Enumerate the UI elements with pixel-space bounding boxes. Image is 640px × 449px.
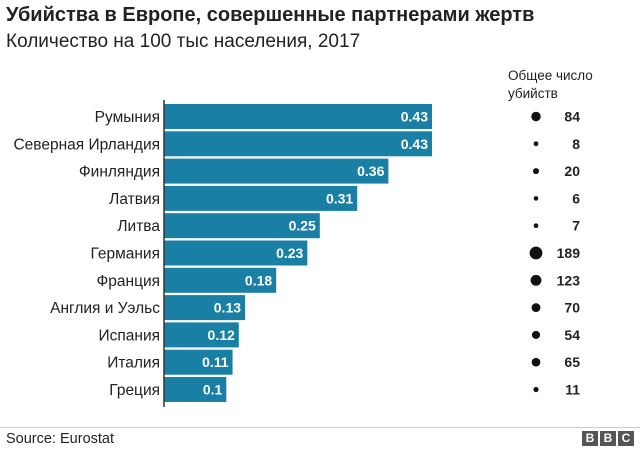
bar-value-label: 0.25 [289, 218, 316, 234]
bbc-logo: B B C [582, 431, 634, 446]
bar-value-label: 0.12 [208, 327, 235, 343]
bar [164, 240, 308, 266]
bar [164, 131, 432, 157]
category-label: Франция [96, 273, 160, 290]
bar [164, 349, 233, 375]
bar [164, 267, 277, 293]
category-label: Англия и Уэльс [50, 300, 160, 317]
footer-divider [0, 427, 640, 428]
category-label: Германия [91, 246, 161, 263]
category-label: Латвия [109, 191, 160, 208]
bar [164, 295, 246, 321]
total-value-label: 8 [572, 136, 580, 152]
total-value-label: 123 [557, 272, 581, 288]
bar [164, 213, 320, 239]
total-value-label: 11 [565, 382, 580, 398]
category-label: Румыния [95, 109, 160, 126]
category-label: Литва [117, 218, 160, 235]
total-dot [531, 357, 541, 367]
bbc-logo-letter-3: C [618, 431, 634, 446]
bar-value-label: 0.43 [401, 136, 428, 152]
chart-title: Убийства в Европе, совершенные партнерам… [6, 4, 535, 26]
category-label: Греция [109, 382, 160, 399]
bar-value-label: 0.11 [202, 354, 229, 370]
total-value-label: 70 [564, 300, 580, 316]
category-label: Италия [107, 355, 160, 372]
total-dot [532, 168, 540, 175]
category-label: Северная Ирландия [13, 136, 160, 153]
total-value-label: 84 [564, 109, 580, 125]
total-dot [531, 330, 541, 339]
totals-header-line: Общее число [508, 68, 593, 83]
bar [164, 377, 227, 402]
bar [164, 322, 239, 348]
bar-value-label: 0.43 [401, 109, 428, 125]
total-dot [533, 386, 539, 393]
bbc-logo-letter-2: B [600, 431, 616, 446]
bar-value-label: 0.18 [245, 272, 272, 288]
total-dot [529, 246, 543, 260]
total-value-label: 20 [564, 163, 580, 179]
bar-chart: Румыния 0.43 Северная Ирландия 0.43 Финлянди… [13, 68, 593, 407]
bar-value-label: 0.1 [203, 382, 223, 398]
bar-value-label: 0.31 [326, 190, 353, 206]
total-dot [533, 141, 539, 147]
totals-header-line: убийств [508, 86, 558, 101]
total-value-label: 7 [572, 218, 580, 234]
bar [164, 185, 358, 211]
category-label: Испания [98, 327, 160, 344]
total-dot [531, 303, 541, 313]
bar-value-label: 0.36 [357, 163, 384, 179]
total-value-label: 54 [564, 327, 580, 343]
total-dot [533, 223, 539, 229]
category-label: Финляндия [79, 164, 160, 181]
bar-value-label: 0.23 [276, 245, 303, 261]
bbc-logo-letter-1: B [582, 431, 598, 446]
source-note: Source: Eurostat [6, 431, 114, 447]
total-value-label: 65 [564, 354, 580, 370]
bar [164, 158, 389, 184]
total-value-label: 189 [557, 245, 581, 261]
total-value-label: 6 [572, 190, 580, 206]
total-dot [533, 196, 539, 201]
total-dot [530, 274, 542, 286]
total-dot [531, 111, 541, 122]
bar [164, 104, 432, 129]
bar-value-label: 0.13 [214, 300, 241, 316]
chart-subtitle: Количество на 100 тыс населения, 2017 [6, 31, 361, 52]
